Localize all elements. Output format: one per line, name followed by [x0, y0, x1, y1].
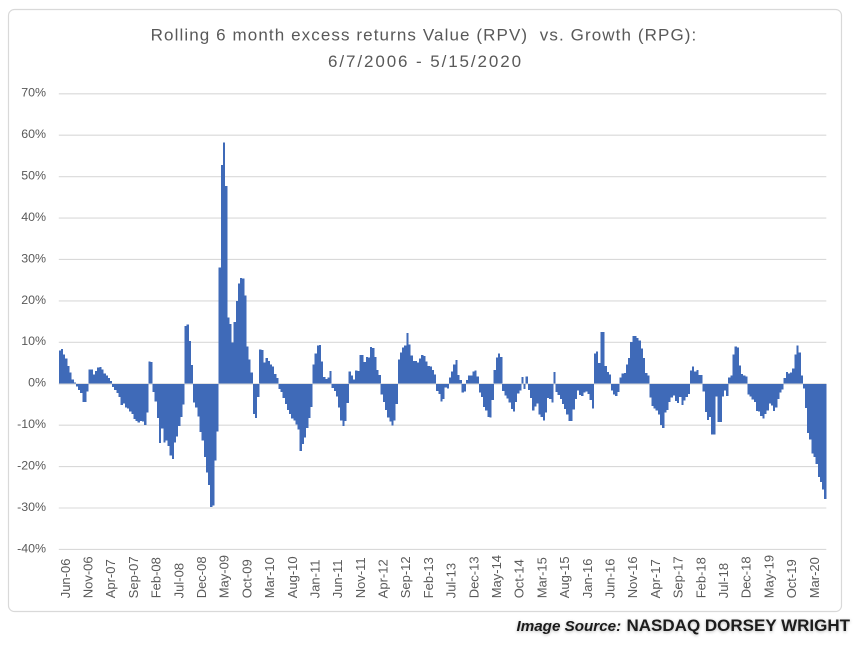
svg-text:-10%: -10%	[17, 417, 46, 431]
svg-text:Apr-12: Apr-12	[376, 559, 391, 598]
svg-text:-20%: -20%	[17, 458, 46, 472]
svg-text:Jan-11: Jan-11	[307, 560, 322, 599]
svg-text:30%: 30%	[21, 251, 46, 265]
svg-text:Sep-07: Sep-07	[126, 556, 141, 598]
svg-text:May-09: May-09	[217, 555, 232, 598]
svg-text:0%: 0%	[28, 376, 46, 390]
svg-text:Rolling 6 month excess returns: Rolling 6 month excess returns Value (RP…	[151, 26, 698, 45]
svg-text:Jul-08: Jul-08	[171, 563, 186, 598]
svg-text:40%: 40%	[21, 210, 46, 224]
svg-text:10%: 10%	[21, 334, 46, 348]
svg-text:70%: 70%	[21, 86, 46, 100]
svg-text:Dec-13: Dec-13	[466, 556, 481, 598]
svg-text:Apr-17: Apr-17	[648, 559, 663, 598]
svg-text:Jun-11: Jun-11	[330, 560, 345, 599]
svg-text:Jul-13: Jul-13	[444, 563, 459, 598]
svg-text:Nov-16: Nov-16	[625, 556, 640, 598]
svg-text:Dec-08: Dec-08	[194, 556, 209, 598]
svg-text:Oct-09: Oct-09	[239, 559, 254, 598]
svg-text:Feb-13: Feb-13	[421, 557, 436, 598]
svg-text:Oct-19: Oct-19	[784, 559, 799, 598]
svg-text:May-19: May-19	[761, 555, 776, 598]
svg-text:Aug-15: Aug-15	[557, 556, 572, 598]
svg-text:Nov-06: Nov-06	[81, 556, 96, 598]
svg-text:Jul-18: Jul-18	[716, 563, 731, 598]
svg-text:Jun-06: Jun-06	[58, 559, 73, 599]
svg-text:Jun-16: Jun-16	[603, 559, 618, 599]
svg-text:Image Source:: Image Source:	[517, 618, 622, 635]
svg-text:60%: 60%	[21, 127, 46, 141]
svg-text:Aug-10: Aug-10	[285, 556, 300, 598]
svg-text:Dec-18: Dec-18	[739, 556, 754, 598]
svg-text:Sep-17: Sep-17	[671, 556, 686, 598]
svg-text:Feb-08: Feb-08	[149, 557, 164, 598]
svg-text:May-14: May-14	[489, 555, 504, 598]
svg-text:Mar-20: Mar-20	[807, 557, 822, 598]
svg-text:NASDAQ DORSEY WRIGHT: NASDAQ DORSEY WRIGHT	[627, 616, 851, 635]
svg-text:Apr-07: Apr-07	[103, 559, 118, 598]
svg-text:Oct-14: Oct-14	[512, 559, 527, 598]
svg-text:Mar-15: Mar-15	[534, 557, 549, 598]
svg-text:20%: 20%	[21, 293, 46, 307]
svg-text:50%: 50%	[21, 169, 46, 183]
svg-text:-30%: -30%	[17, 500, 46, 514]
svg-text:Mar-10: Mar-10	[262, 557, 277, 598]
svg-text:6/7/2006 - 5/15/2020: 6/7/2006 - 5/15/2020	[328, 52, 523, 71]
svg-text:-40%: -40%	[17, 541, 46, 555]
svg-text:Sep-12: Sep-12	[398, 556, 413, 598]
svg-text:Jan-16: Jan-16	[580, 559, 595, 599]
svg-text:Feb-18: Feb-18	[693, 557, 708, 598]
svg-text:Nov-11: Nov-11	[353, 557, 368, 598]
